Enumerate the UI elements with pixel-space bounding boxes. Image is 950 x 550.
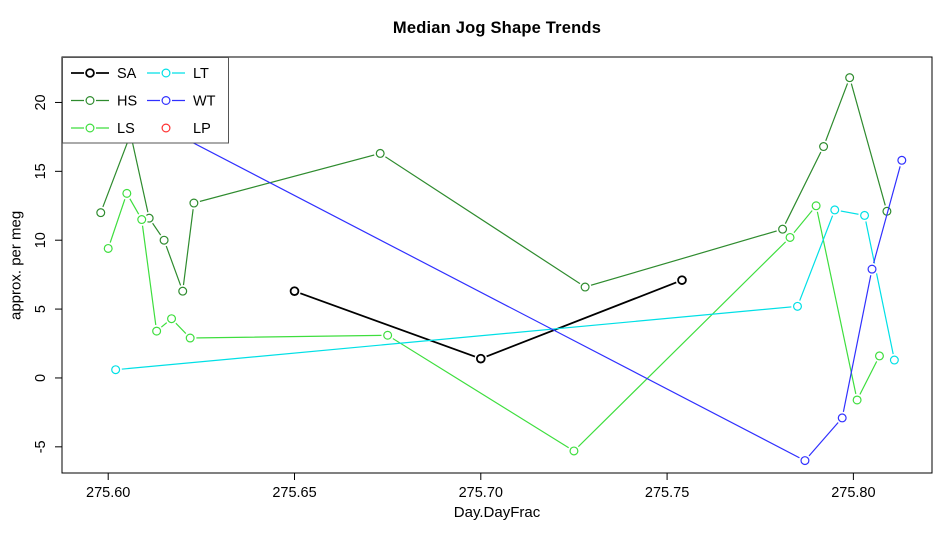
y-tick-label: 20 bbox=[33, 94, 49, 110]
legend-label: LT bbox=[193, 66, 209, 82]
data-point-LT bbox=[889, 355, 899, 365]
data-point-LT bbox=[830, 205, 840, 215]
series-LS bbox=[102, 187, 886, 458]
x-axis-label: Day.DayFrac bbox=[453, 504, 541, 521]
data-point-LT bbox=[111, 365, 121, 375]
data-point-HS bbox=[580, 282, 590, 292]
data-point-LT bbox=[792, 301, 802, 311]
data-point-WT bbox=[897, 155, 907, 165]
data-point-HS bbox=[375, 148, 385, 158]
data-point-WT bbox=[837, 413, 847, 423]
legend-entry-LP: LP bbox=[161, 121, 211, 137]
legend-label: LS bbox=[117, 121, 135, 137]
legend-entry-LT: LT bbox=[147, 66, 209, 82]
legend-label: SA bbox=[117, 66, 137, 82]
series-line-SA bbox=[294, 279, 683, 360]
legend-entry-HS: HS bbox=[71, 94, 137, 110]
legend-marker bbox=[85, 123, 95, 133]
chart-title: Median Jog Shape Trends bbox=[392, 19, 602, 37]
legend-label: WT bbox=[193, 94, 216, 110]
data-point-HS bbox=[819, 142, 829, 152]
legend-marker bbox=[85, 95, 95, 105]
data-point-LS bbox=[137, 215, 147, 225]
legend-label: LP bbox=[193, 121, 211, 137]
series-HS bbox=[94, 71, 894, 298]
data-point-LS bbox=[185, 333, 195, 343]
series-line-LT bbox=[115, 209, 895, 371]
data-point-LS bbox=[811, 201, 821, 211]
data-point-HS bbox=[96, 208, 106, 218]
y-tick-label: 5 bbox=[33, 305, 49, 313]
legend-entry-SA: SA bbox=[71, 66, 137, 82]
data-point-HS bbox=[189, 198, 199, 208]
data-point-LS bbox=[874, 351, 884, 361]
legend-label: HS bbox=[117, 94, 137, 110]
legend-marker bbox=[85, 68, 95, 78]
data-point-SA bbox=[289, 286, 300, 296]
y-tick-label: 0 bbox=[33, 374, 49, 382]
data-point-WT bbox=[800, 456, 810, 466]
data-point-LS bbox=[167, 314, 177, 324]
data-point-LS bbox=[103, 243, 113, 253]
legend: SA HS LS LT WT LP bbox=[62, 57, 229, 144]
x-tick-label: 275.75 bbox=[645, 485, 689, 501]
data-point-HS bbox=[845, 73, 855, 83]
data-point-WT bbox=[867, 264, 877, 274]
series-SA bbox=[288, 273, 689, 365]
data-point-SA bbox=[475, 353, 486, 364]
data-point-LS bbox=[152, 326, 162, 336]
plot-border bbox=[61, 56, 933, 474]
legend-marker bbox=[161, 123, 171, 133]
data-point-LS bbox=[122, 188, 132, 198]
data-point-LS bbox=[785, 232, 795, 242]
data-point-SA bbox=[677, 275, 687, 285]
data-point-LS bbox=[383, 330, 393, 340]
data-point-HS bbox=[778, 224, 788, 234]
data-point-HS bbox=[159, 235, 169, 245]
x-tick-label: 275.70 bbox=[459, 485, 503, 501]
data-point-LS bbox=[852, 395, 862, 405]
series-WT bbox=[72, 76, 909, 467]
legend-marker bbox=[161, 68, 171, 78]
x-tick-label: 275.65 bbox=[272, 485, 316, 501]
legend-entry-LS: LS bbox=[71, 121, 135, 137]
legend-entry-WT: WT bbox=[147, 94, 216, 110]
series-line-HS bbox=[100, 75, 888, 292]
x-tick-label: 275.60 bbox=[86, 485, 130, 501]
y-tick-label: 15 bbox=[33, 163, 49, 179]
legend-marker bbox=[161, 95, 171, 105]
y-axis-label: approx. per meg bbox=[7, 210, 25, 320]
x-tick-label: 275.80 bbox=[831, 485, 875, 501]
data-point-LS bbox=[569, 446, 579, 456]
data-point-LT bbox=[860, 210, 870, 220]
y-tick-label: -5 bbox=[33, 440, 49, 453]
data-point-HS bbox=[178, 286, 188, 296]
y-tick-label: 10 bbox=[33, 232, 49, 248]
series-line-LS bbox=[107, 191, 881, 452]
